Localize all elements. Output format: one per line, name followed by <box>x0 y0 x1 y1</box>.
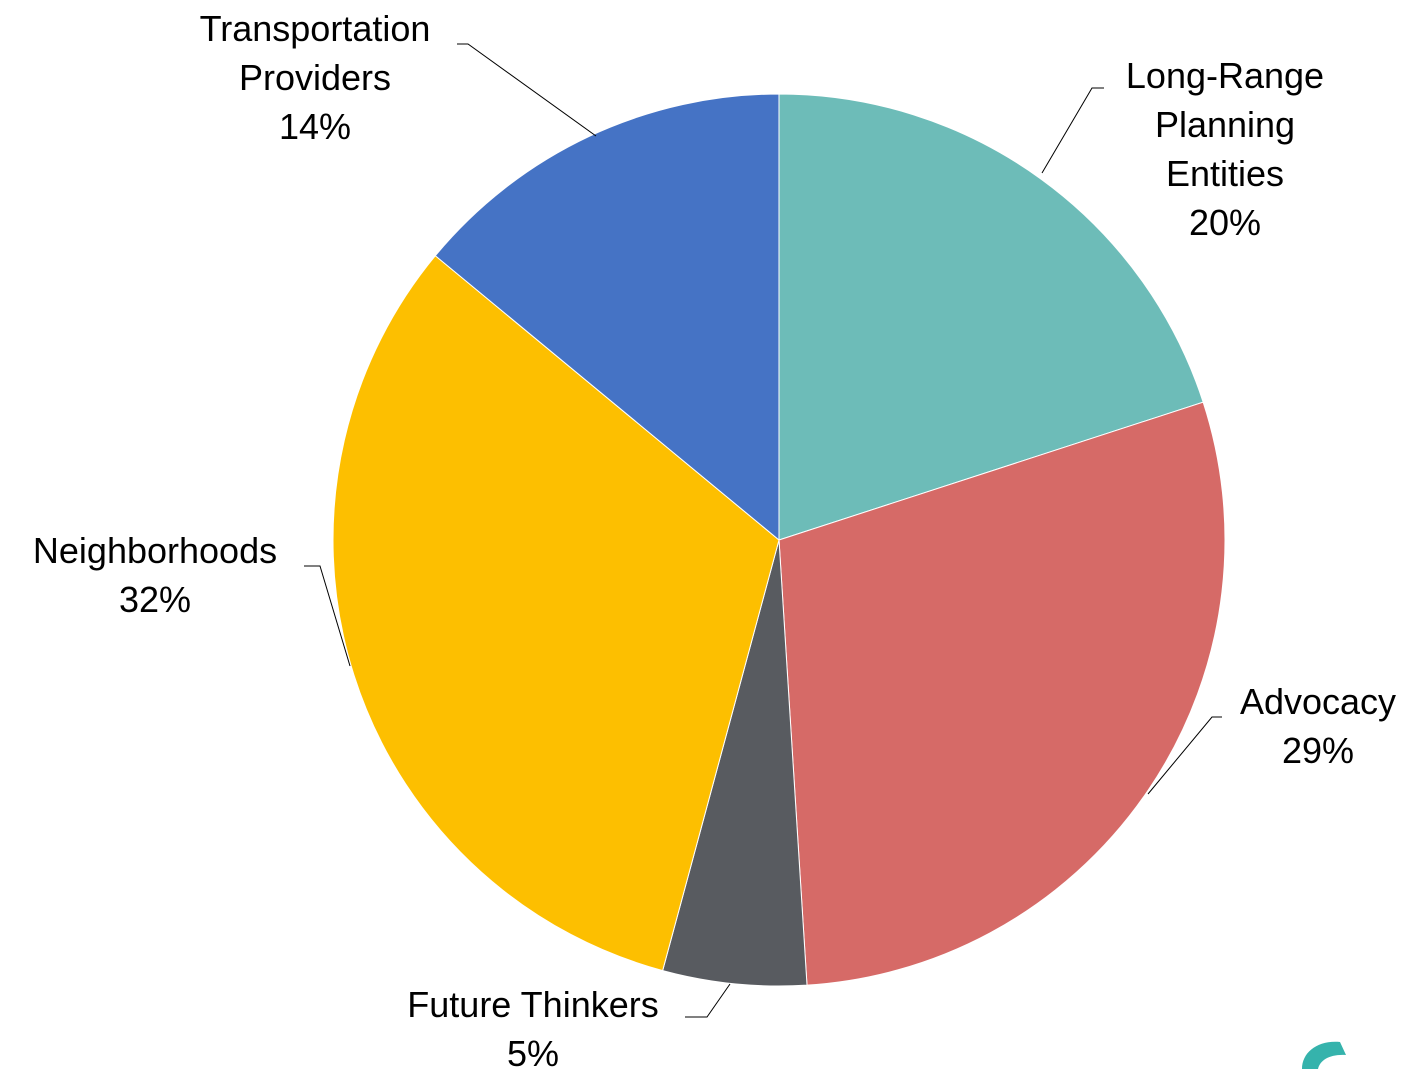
slice-percent-label: 5% <box>507 1033 559 1069</box>
slice-name-line: Neighborhoods <box>33 530 277 571</box>
slice-name-line: Long-Range <box>1126 55 1324 96</box>
slice-label-neighborhoods: Neighborhoods 32% <box>33 530 277 620</box>
leader-line-long-range-planning-entities <box>1041 87 1104 174</box>
leader-line-transportation-providers <box>457 43 597 137</box>
slice-name-line: Future Thinkers <box>407 984 658 1025</box>
leader-line-future-thinkers <box>685 983 731 1018</box>
pie-slice-advocacy <box>778 401 1226 986</box>
slice-label-future-thinkers: Future Thinkers 5% <box>407 984 658 1069</box>
slice-percent-label: 20% <box>1189 202 1261 243</box>
leader-line-advocacy <box>1147 716 1222 795</box>
slice-percent-label: 14% <box>279 106 351 147</box>
pie-slice-neighborhoods <box>332 255 780 972</box>
pie-slice-future-thinkers <box>662 539 808 987</box>
slice-label-long-range-planning-entities: Long-Range Planning Entities 20% <box>1126 55 1324 243</box>
slice-labels: Long-Range Planning Entities 20% Advocacy 29%… <box>33 8 1396 1069</box>
slice-percent-label: 29% <box>1282 730 1354 771</box>
slice-name-line: Providers <box>239 57 391 98</box>
leader-lines <box>304 43 1222 1018</box>
slice-label-advocacy: Advocacy 29% <box>1240 681 1396 771</box>
slice-name-line: Planning <box>1155 104 1295 145</box>
slice-name-line: Advocacy <box>1240 681 1396 722</box>
pie-slice-long-range-planning-entities <box>778 93 1204 541</box>
pie-slice-transportation-providers <box>434 93 780 542</box>
slice-name-line: Transportation <box>200 8 431 49</box>
leader-line-neighborhoods <box>304 565 351 667</box>
slice-name-line: Entities <box>1166 153 1284 194</box>
slice-label-transportation-providers: Transportation Providers 14% <box>200 8 431 147</box>
slice-percent-label: 32% <box>119 579 191 620</box>
pie-slices <box>332 93 1226 987</box>
teal-logo-fragment-icon <box>1302 1041 1346 1069</box>
